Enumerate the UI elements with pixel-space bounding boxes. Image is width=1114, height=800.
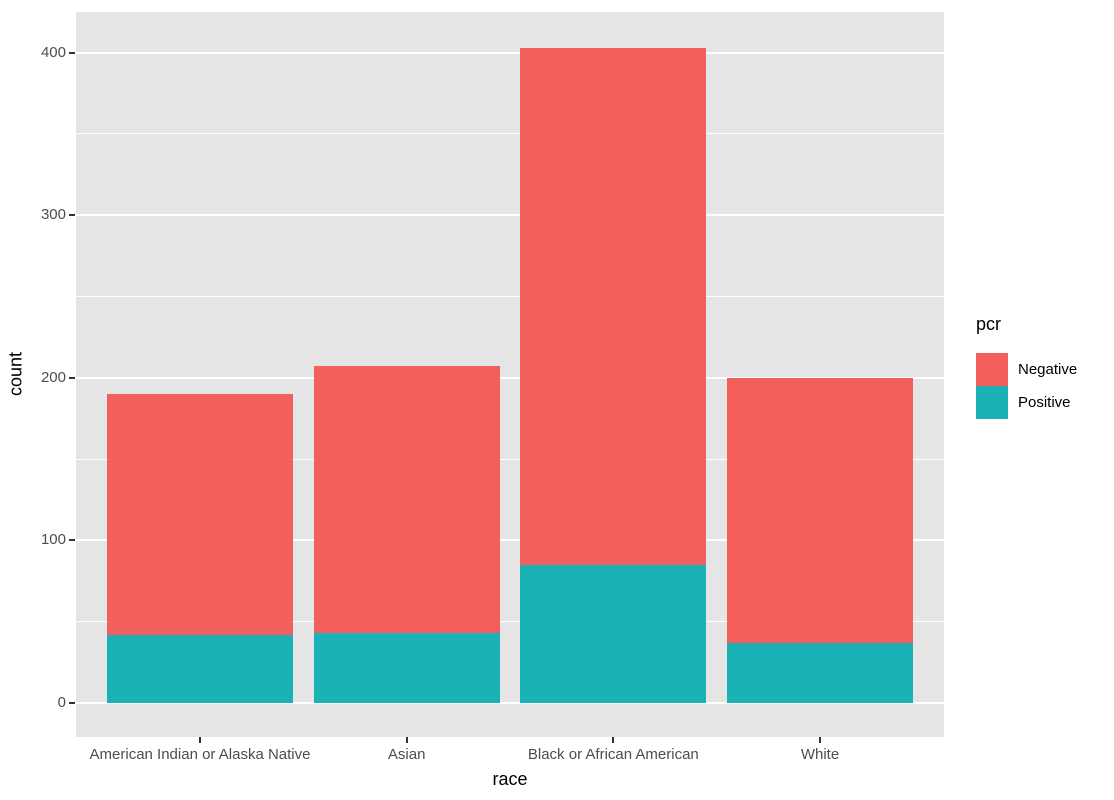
legend-item-positive: Positive bbox=[976, 386, 1077, 419]
major-gridline bbox=[76, 51, 944, 54]
x-tick-label: Asian bbox=[387, 746, 426, 763]
bar-segment-positive bbox=[313, 632, 500, 703]
y-tick-mark bbox=[69, 51, 75, 54]
bar-segment-negative bbox=[107, 394, 293, 635]
legend-item-label: Positive bbox=[1018, 394, 1071, 411]
x-tick-mark bbox=[612, 737, 615, 743]
bar-segment-positive bbox=[520, 564, 707, 703]
x-tick-mark bbox=[405, 737, 408, 743]
y-tick-mark bbox=[69, 214, 75, 217]
minor-gridline bbox=[76, 133, 944, 135]
minor-gridline bbox=[76, 458, 944, 460]
y-tick-mark bbox=[69, 376, 75, 379]
y-tick-mark bbox=[69, 539, 75, 542]
legend-key-swatch bbox=[976, 386, 1008, 419]
major-gridline bbox=[76, 539, 944, 542]
y-tick-label: 200 bbox=[40, 368, 66, 386]
bar-segment-positive bbox=[727, 642, 913, 703]
legend-item-negative: Negative bbox=[976, 353, 1077, 386]
x-tick-label: American Indian or Alaska Native bbox=[89, 746, 311, 763]
minor-gridline bbox=[76, 621, 944, 623]
x-tick-mark bbox=[199, 737, 201, 743]
legend-key-swatch bbox=[976, 353, 1008, 386]
y-tick-label: 300 bbox=[40, 206, 66, 224]
bar-segment-negative bbox=[727, 377, 913, 643]
y-tick-label: 400 bbox=[40, 43, 66, 61]
plot-panel bbox=[76, 12, 944, 737]
major-gridline bbox=[76, 701, 944, 704]
y-tick-mark bbox=[69, 701, 75, 704]
x-tick-mark bbox=[819, 737, 821, 743]
major-gridline bbox=[76, 214, 944, 217]
x-tick-label: White bbox=[800, 746, 840, 763]
y-tick-label: 0 bbox=[57, 693, 66, 711]
bar-segment-negative bbox=[313, 366, 500, 633]
x-tick-label: Black or African American bbox=[527, 746, 699, 763]
y-tick-label: 100 bbox=[40, 531, 66, 549]
bar-segment-negative bbox=[520, 47, 707, 565]
legend-item-label: Negative bbox=[1018, 361, 1078, 378]
x-axis-title: race bbox=[492, 769, 528, 789]
legend-title: pcr bbox=[976, 314, 1002, 334]
legend: pcr Negative Positive bbox=[976, 314, 1077, 419]
minor-gridline bbox=[76, 295, 944, 297]
bar-segment-positive bbox=[107, 634, 293, 703]
major-gridline bbox=[76, 376, 944, 379]
legend-items: Negative Positive bbox=[976, 353, 1077, 419]
